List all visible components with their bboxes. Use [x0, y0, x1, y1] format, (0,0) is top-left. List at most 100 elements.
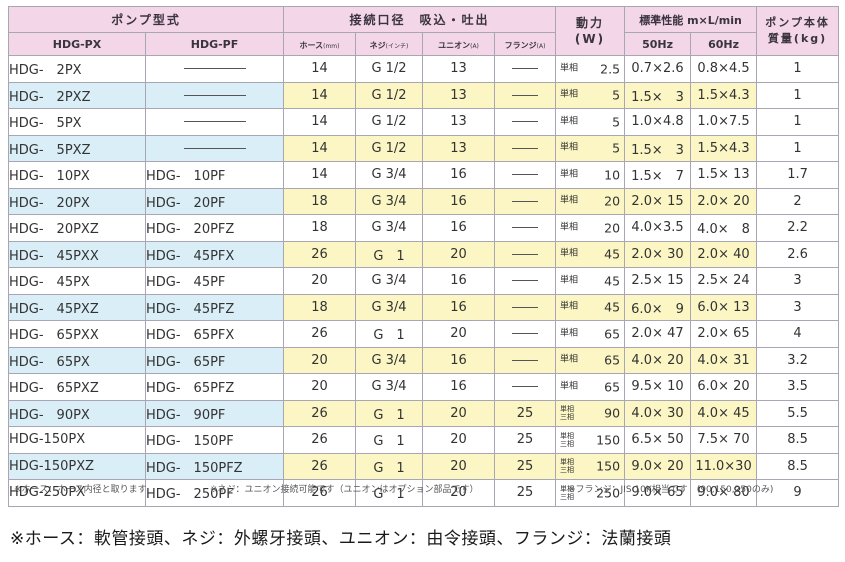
pump-weight: 3	[756, 267, 840, 295]
union-size: 13	[422, 134, 496, 162]
phase-label: 単相	[560, 142, 579, 153]
power-value: 45	[604, 273, 621, 289]
model-px: HDG- 10PX	[8, 161, 146, 189]
union-size: 16	[422, 161, 496, 189]
hose-size: 20	[283, 373, 357, 401]
perf-60hz: 4.0× 31	[690, 346, 758, 374]
power-cell: 単相 5	[555, 108, 626, 136]
power-cell: 単相 45	[555, 267, 626, 295]
pump-weight: 1	[756, 108, 840, 136]
table-row: HDG-150PX HDG- 150PF 26 G 1 20 25 単相 三相 150 6.5× …	[8, 426, 840, 454]
col-header-flange-label: フランジ	[504, 40, 537, 50]
hose-size: 14	[283, 134, 357, 162]
power-header-unit: (W)	[574, 32, 606, 46]
screw-size: G 3/4	[355, 214, 424, 242]
phase-label: 単相 三相	[560, 458, 575, 475]
flange-size	[494, 320, 557, 348]
phase-label: 単相 三相	[560, 405, 575, 422]
col-header-union: ユニオン(A)	[422, 32, 496, 56]
power-value: 5	[612, 114, 621, 130]
col-header-hose-label: ホース	[299, 40, 324, 50]
note-flange: ※フランジ：JIS 10K相当です (90,150,250のみ)	[568, 485, 774, 495]
flange-size	[494, 214, 557, 242]
header-row-1: ポンプ型式 接続口径 吸込・吐出 動力 (W) 標準性能 m×L/min ポンプ…	[7, 6, 840, 56]
col-header-flange: フランジ(A)	[494, 32, 557, 56]
perf-50hz: 4.0× 30	[624, 399, 692, 427]
pump-weight: 8.5	[756, 452, 840, 480]
perf-50hz: 9.0× 20	[624, 452, 692, 480]
flange-size: 25	[494, 452, 557, 480]
perf-50hz: 2.0× 15	[624, 187, 692, 215]
power-value: 150	[596, 432, 621, 448]
perf-60hz: 1.5× 13	[690, 161, 758, 189]
phase-label: 単相	[560, 63, 579, 74]
model-pf: HDG- 250PF	[144, 479, 285, 507]
hose-size: 14	[283, 108, 357, 136]
col-header-pf: HDG-PF	[144, 32, 285, 56]
hose-size: 20	[283, 346, 357, 374]
model-pf: HDG- 45PFX	[144, 240, 285, 268]
perf-50hz: 0.7×2.6	[624, 55, 692, 83]
model-group-header: ポンプ型式	[7, 6, 285, 33]
empty-dash	[512, 386, 539, 388]
table-row: HDG- 20PX HDG- 20PF 18 G 3/4 16 単相 20 2.0× 15 2.…	[8, 187, 840, 215]
flange-size	[494, 373, 557, 401]
power-cell: 単相 10	[555, 161, 626, 189]
perf-50hz: 9.0× 65	[624, 479, 692, 507]
perf-60hz: 9.0× 80	[690, 479, 758, 507]
flange-size	[494, 134, 557, 162]
weight-header-line1: ポンプ本体	[765, 16, 830, 29]
power-value: 10	[604, 167, 621, 183]
weight-header-line2: 質量(kg)	[767, 32, 828, 45]
table-row: HDG- 45PX HDG- 45PF 20 G 3/4 16 単相 45 2.5× 15 2.…	[8, 267, 840, 295]
phase-label: 単相	[560, 275, 579, 286]
empty-dash	[512, 68, 539, 70]
pump-weight: 3.2	[756, 346, 840, 374]
power-cell: 単相 三相 90	[555, 399, 626, 427]
phase-label: 単相	[560, 301, 579, 312]
hose-size: 26	[283, 426, 357, 454]
table-row: HDG- 10PX HDG- 10PF 14 G 3/4 16 単相 10 1.5× 7 1.5…	[8, 161, 840, 189]
power-cell: 単相 三相 250	[555, 479, 626, 507]
model-pf	[144, 108, 285, 136]
table-row: HDG- 5PXZ 14 G 1/2 13 単相 5 1.5× 3 1.5×4.3 1	[8, 134, 840, 162]
empty-dash	[512, 227, 539, 229]
model-px: HDG- 65PXZ	[8, 373, 146, 401]
perf-50hz: 1.0×4.8	[624, 108, 692, 136]
model-px: HDG-150PX	[8, 426, 146, 454]
screw-size: G 1	[355, 399, 424, 427]
screw-size: G 1	[355, 452, 424, 480]
model-pf: HDG- 150PF	[144, 426, 285, 454]
table-row: HDG- 65PXX HDG- 65PFX 26 G 1 20 単相 65 2.0× 47 2.…	[8, 320, 840, 348]
flange-size	[494, 55, 557, 83]
hose-size: 26	[283, 240, 357, 268]
col-header-flange-unit: (A)	[536, 42, 546, 50]
union-size: 13	[422, 55, 496, 83]
flange-size	[494, 346, 557, 374]
power-cell: 単相 65	[555, 320, 626, 348]
screw-size: G 3/4	[355, 346, 424, 374]
power-cell: 単相 5	[555, 81, 626, 109]
flange-size	[494, 161, 557, 189]
union-size: 16	[422, 267, 496, 295]
union-size: 13	[422, 81, 496, 109]
col-header-screw-label: ネジ	[369, 40, 386, 50]
model-px: HDG-250PX	[8, 479, 146, 507]
pump-weight: 5.5	[756, 399, 840, 427]
pump-spec-table: ポンプ型式 接続口径 吸込・吐出 動力 (W) 標準性能 m×L/min ポンプ…	[7, 6, 840, 507]
perf-60hz: 1.0×7.5	[690, 108, 758, 136]
header-row-2: HDG-PX HDG-PF ホース(mm) ネジ(インチ) ユニオン(A) フラ…	[8, 32, 839, 56]
model-pf: HDG- 20PF	[144, 187, 285, 215]
union-size: 13	[422, 108, 496, 136]
model-px: HDG- 2PX	[8, 55, 146, 83]
union-size: 20	[422, 426, 496, 454]
model-pf: HDG- 20PFZ	[144, 214, 285, 242]
col-header-px: HDG-PX	[8, 32, 146, 56]
power-value: 65	[604, 352, 621, 368]
screw-size: G 1/2	[355, 55, 424, 83]
weight-header: ポンプ本体 質量(kg)	[756, 6, 840, 56]
perf-50hz: 1.5× 3	[624, 134, 692, 162]
phase-label: 単相	[560, 354, 579, 365]
flange-size: 25	[494, 399, 557, 427]
